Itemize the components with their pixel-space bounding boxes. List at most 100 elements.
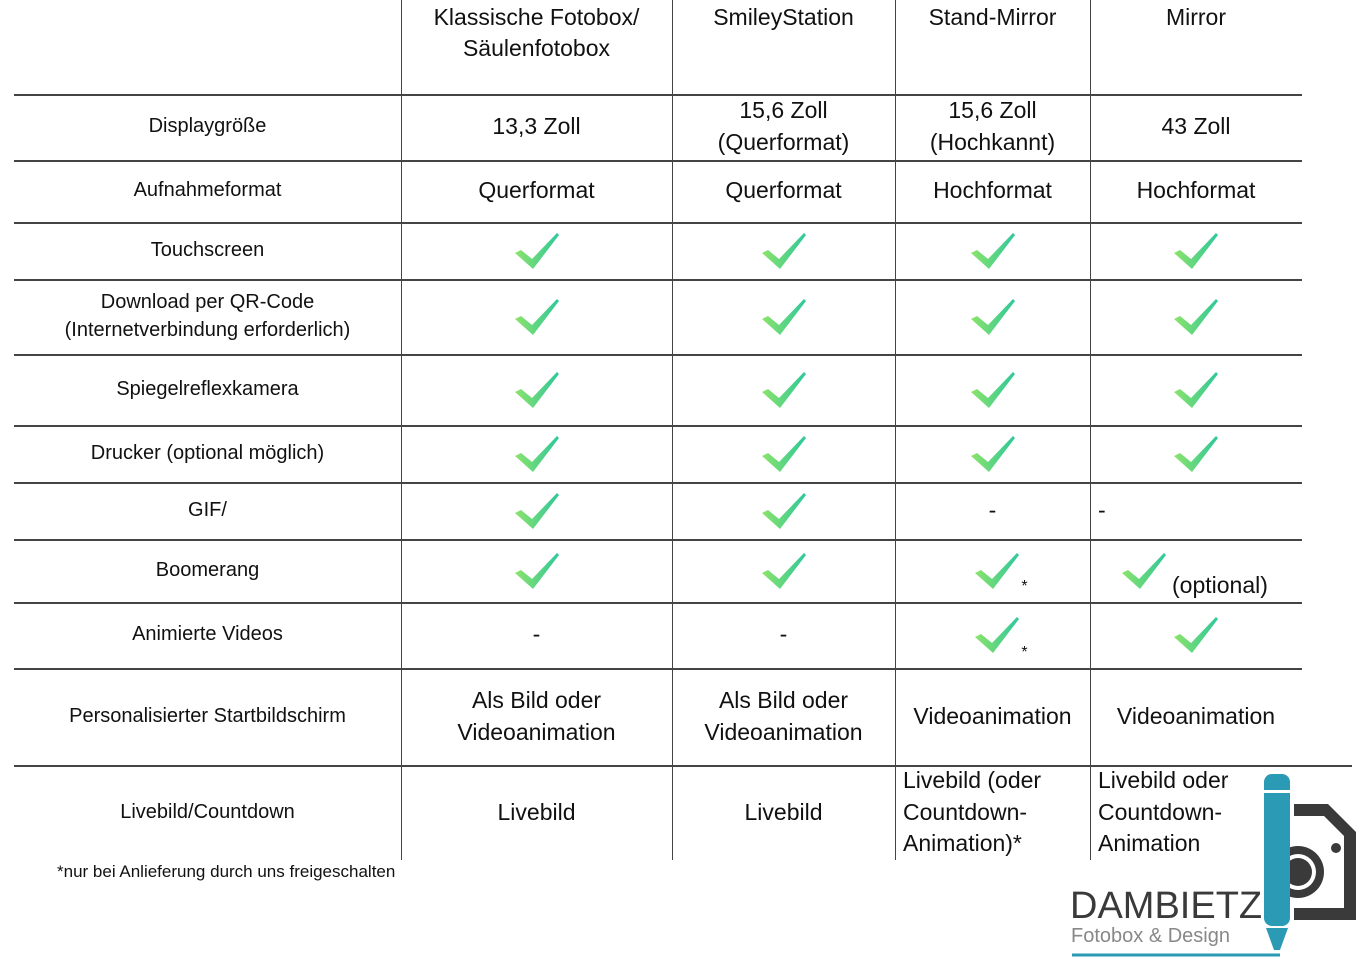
table-cell [672,539,895,602]
checkmark-icon [761,492,806,529]
checkmark-icon [1174,371,1218,408]
row-label: Animierte Videos [132,623,283,646]
checkmark-icon [761,298,806,335]
column-header: Stand-Mirror [928,4,1057,30]
table-cell [401,354,672,425]
row-divider [14,160,1302,162]
table-cell: - [779,621,788,648]
checkmark-icon [761,552,806,589]
table-cell [401,425,672,482]
checkmark-icon [1174,298,1218,335]
table-cell [401,279,672,354]
row-label: Download per QR-Code (Internetverbindung… [64,290,351,341]
table-cell: - [532,621,541,648]
table-cell: Hochformat [933,177,1052,204]
table-cell [1090,279,1302,354]
table-cell: Livebild oder Countdown-Animation [1098,767,1229,857]
table-cell [1090,425,1302,482]
row-divider [14,602,1302,604]
row-label: Touchscreen [150,238,265,261]
column-divider [401,0,402,860]
row-label: GIF/ [188,498,227,521]
table-cell [672,425,895,482]
column-divider [895,0,896,860]
table-cell: Livebild [497,798,576,825]
row-label: Aufnahmeformat [133,179,282,202]
row-divider [14,539,1302,541]
row-divider [14,354,1302,356]
svg-text:DAMBIETZ: DAMBIETZ [1070,885,1262,927]
checkmark-icon [1174,232,1218,269]
checkmark-icon [761,435,806,472]
checkmark-icon [1174,435,1218,472]
row-divider [14,94,1302,96]
checkmark-icon [514,492,559,529]
table-cell: 13,3 Zoll [492,113,581,140]
table-cell [672,482,895,539]
checkmark-icon [761,232,806,269]
table-cell: * [895,602,1090,668]
table-cell [1090,222,1302,279]
checkmark-icon [970,435,1015,472]
footnote-marker: * [1021,643,1028,661]
table-cell [401,482,672,539]
table-cell [401,222,672,279]
table-cell [1090,602,1302,668]
column-divider [1090,0,1091,860]
checkmark-icon [514,371,559,408]
checkmark-icon [514,232,559,269]
checkmark-icon [761,371,806,408]
table-cell: - [988,496,997,523]
checkmark-icon [970,371,1015,408]
row-divider [14,668,1302,670]
row-divider [14,222,1302,224]
table-cell [895,425,1090,482]
table-cell: Hochformat [1136,177,1256,204]
table-cell: Videoanimation [913,702,1072,729]
checkmark-icon [975,552,1020,589]
table-cell [672,222,895,279]
row-label: Spiegelreflexkamera [116,377,299,400]
row-label: Boomerang [155,558,260,581]
checkmark-icon [970,232,1015,269]
table-cell: - [1098,496,1106,523]
row-divider [14,765,1352,767]
footnote-marker: * [1021,577,1028,595]
checkmark-icon [514,435,559,472]
table-cell [895,354,1090,425]
row-label: Personalisierter Startbildschirm [69,704,346,727]
checkmark-icon [970,298,1015,335]
table-cell: Querformat [725,177,842,204]
table-cell [1090,354,1302,425]
row-divider [14,279,1302,281]
row-divider [14,482,1302,484]
row-label: Drucker (optional möglich) [90,441,325,464]
dambietz-logo: DAMBIETZ Fotobox & Design [1070,774,1356,957]
table-cell: 43 Zoll [1161,113,1231,140]
footnote: *nur bei Anlieferung durch uns freigesch… [57,862,396,881]
table-cell [672,279,895,354]
optional-note: (optional) [1172,572,1268,599]
row-label: Livebild/Countdown [120,800,295,823]
table-cell: * [895,539,1090,602]
table-cell: (optional) [1090,539,1302,602]
checkmark-icon [1122,552,1166,589]
table-cell: Als Bild oder Videoanimation [704,686,863,745]
svg-text:Fotobox & Design: Fotobox & Design [1071,925,1230,947]
table-cell: Videoanimation [1116,702,1276,729]
table-cell: Livebild [744,798,823,825]
table-cell [895,222,1090,279]
column-header: Klassische Fotobox/ Säulenfotobox [433,4,640,62]
column-header: SmileyStation [713,4,854,30]
table-cell: Querformat [478,177,595,204]
table-cell: Als Bild oder Videoanimation [457,686,616,745]
checkmark-icon [514,552,559,589]
row-divider [14,425,1302,427]
table-cell: 15,6 Zoll (Querformat) [717,97,850,155]
checkmark-icon [1174,617,1218,653]
table-cell [401,539,672,602]
row-label: Displaygröße [148,115,267,138]
column-header: Mirror [1165,4,1227,30]
table-cell [672,354,895,425]
checkmark-icon [975,617,1020,653]
